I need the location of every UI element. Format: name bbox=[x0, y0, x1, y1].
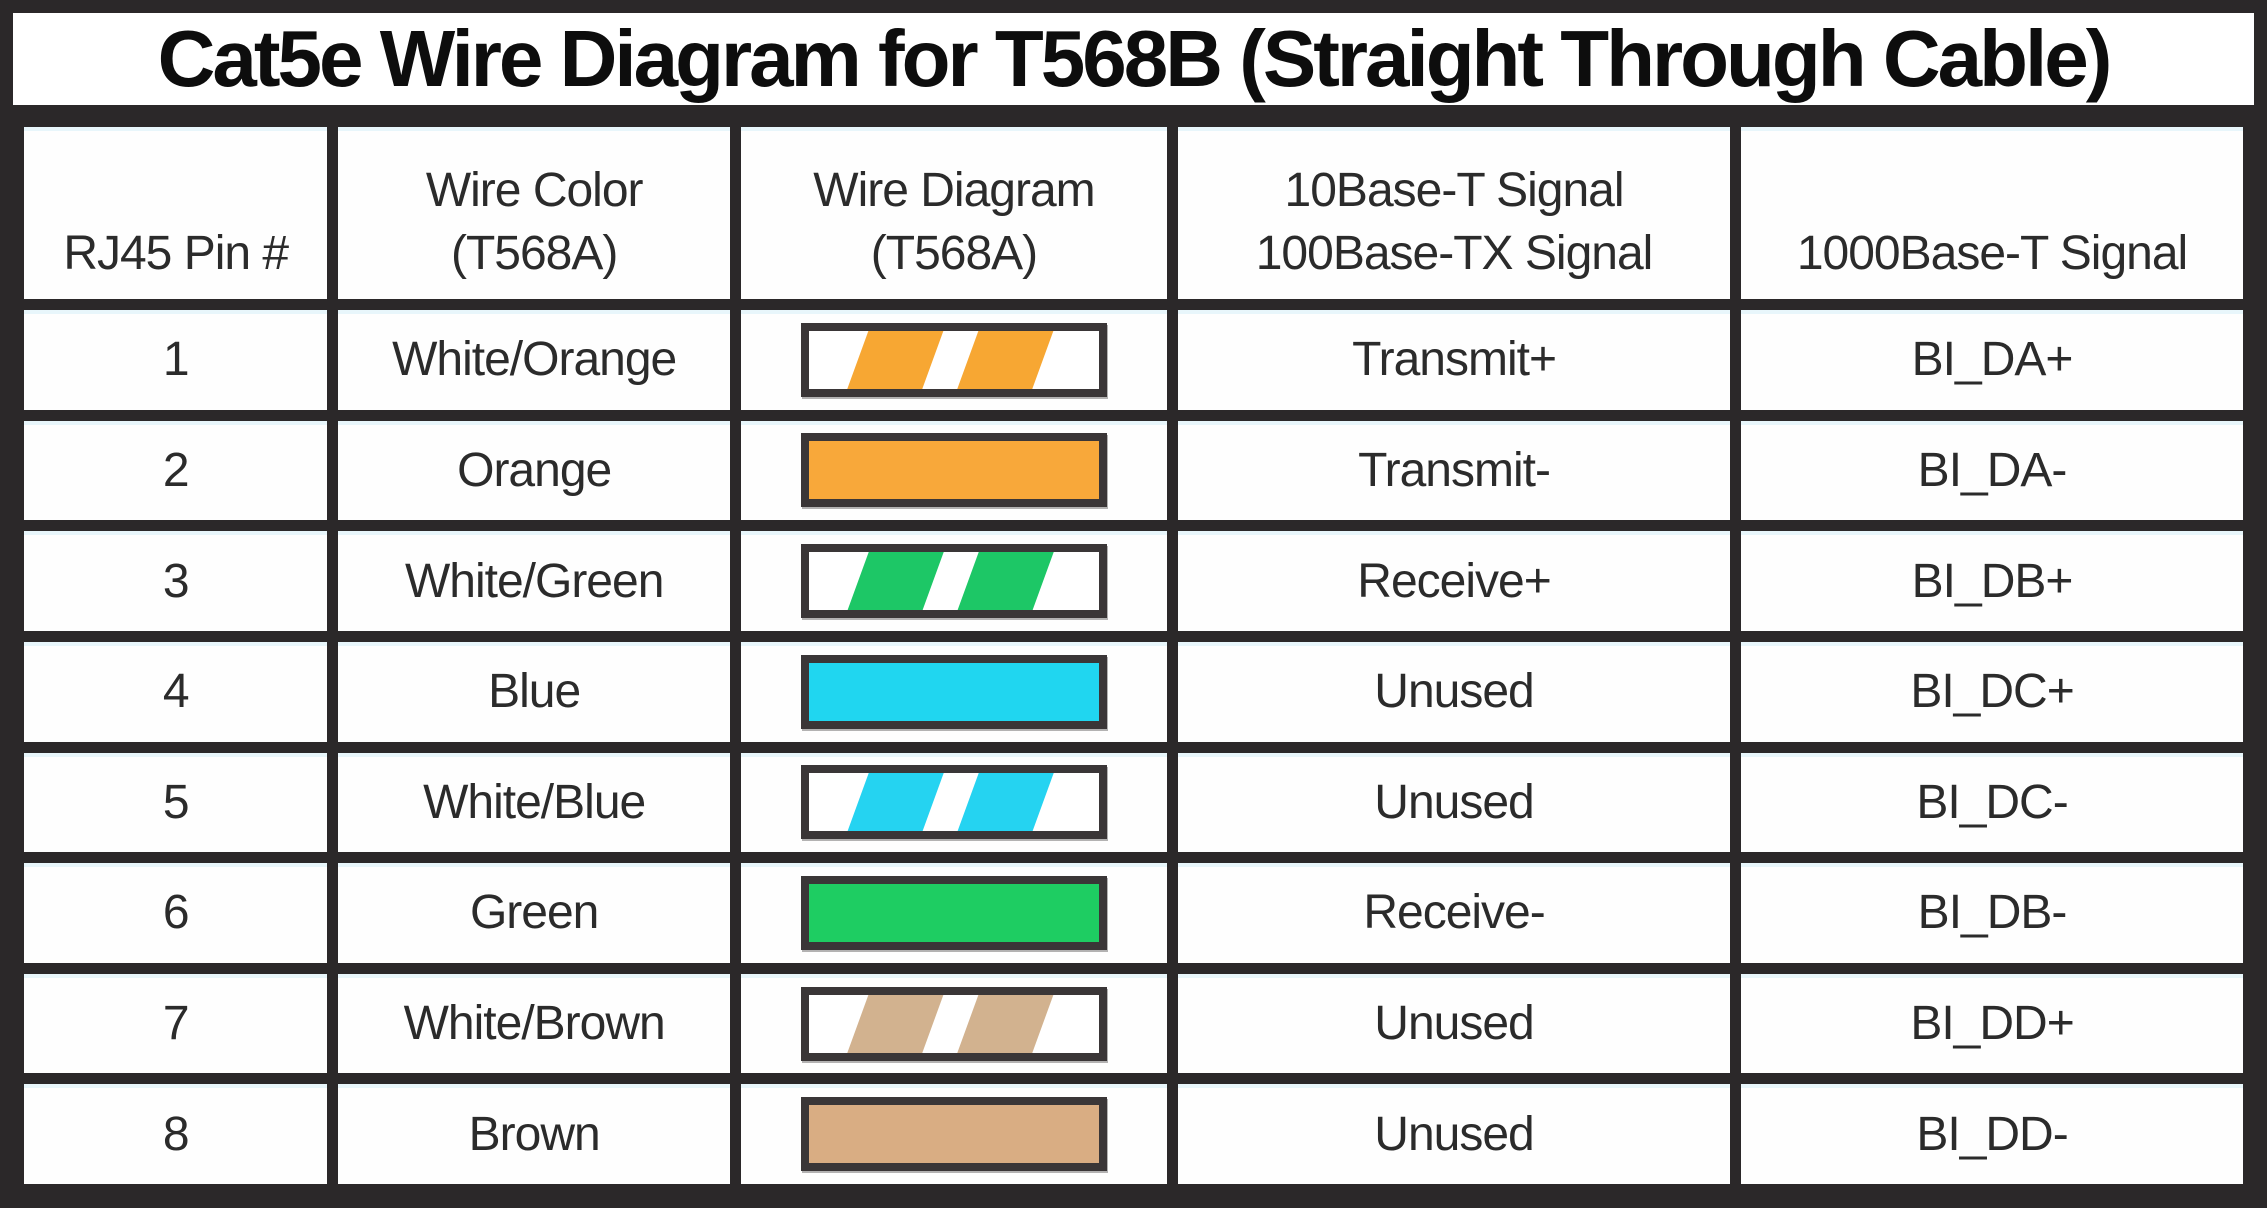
wire-swatch-solid bbox=[801, 1097, 1107, 1172]
wire-stripe bbox=[956, 773, 1056, 832]
wire-swatch-solid bbox=[801, 433, 1107, 508]
wire-diagram-cell bbox=[729, 741, 1179, 864]
pin-number-cell: 6 bbox=[12, 852, 339, 974]
wire-color-name-cell: White/Blue bbox=[327, 741, 741, 864]
wiring-table: RJ45 Pin # Wire Color (T568A) Wire Diagram (… bbox=[12, 116, 2254, 1195]
signal-1000-cell: BI_DD+ bbox=[1730, 962, 2254, 1085]
table-row: 2 Orange Transmit- BI_DA- bbox=[12, 409, 2254, 532]
column-header-line: (T568A) bbox=[870, 226, 1038, 280]
signal-1000-cell: BI_DA+ bbox=[1730, 299, 2254, 421]
wire-color-name-cell: White/Green bbox=[327, 520, 741, 642]
column-header-4: 10Base-T Signal 100Base-TX Signal bbox=[1166, 116, 1742, 310]
table-row: 8 Brown Unused BI_DD- bbox=[12, 1073, 2254, 1195]
wire-diagram-cell bbox=[729, 962, 1179, 1085]
wire-color-name-cell: Brown bbox=[327, 1073, 741, 1195]
wire-stripe bbox=[846, 330, 946, 389]
column-header-3: Wire Diagram (T568A) bbox=[729, 116, 1179, 310]
column-header-line: 10Base-T Signal bbox=[1284, 164, 1625, 218]
wire-stripe bbox=[846, 552, 946, 611]
wire-swatch-striped bbox=[801, 544, 1107, 619]
wire-color-name-cell: White/Brown bbox=[327, 962, 741, 1085]
wire-stripe bbox=[956, 552, 1056, 611]
column-header-line: (T568A) bbox=[450, 226, 618, 280]
wire-swatch-solid bbox=[801, 654, 1107, 729]
table-row: 6 Green Receive- BI_DB- bbox=[12, 852, 2254, 974]
table-row: 1 White/Orange Transmit+ BI_DA+ bbox=[12, 299, 2254, 421]
signal-1000-cell: BI_DA- bbox=[1730, 409, 2254, 532]
column-header-5: 1000Base-T Signal bbox=[1730, 116, 2254, 310]
wire-swatch-striped bbox=[801, 765, 1107, 840]
column-header-2: Wire Color (T568A) bbox=[327, 116, 741, 310]
wire-diagram-cell bbox=[729, 1073, 1179, 1195]
pin-number-cell: 2 bbox=[12, 409, 339, 532]
column-header-line: 1000Base-T Signal bbox=[1796, 226, 2188, 280]
table-row: 5 White/Blue Unused BI_DC- bbox=[12, 741, 2254, 864]
pin-number-cell: 4 bbox=[12, 630, 339, 753]
column-header-1: RJ45 Pin # bbox=[12, 116, 339, 310]
header-row: RJ45 Pin # Wire Color (T568A) Wire Diagram (… bbox=[12, 116, 2254, 310]
table-row: 4 Blue Unused BI_DC+ bbox=[12, 630, 2254, 753]
wire-diagram-cell bbox=[729, 520, 1179, 642]
column-header-line: Wire Diagram bbox=[813, 164, 1095, 218]
pin-number-cell: 7 bbox=[12, 962, 339, 1085]
wire-diagram-cell bbox=[729, 852, 1179, 974]
wire-color-name-cell: Orange bbox=[327, 409, 741, 532]
column-header-line: Wire Color bbox=[425, 164, 644, 218]
signal-1000-cell: BI_DB+ bbox=[1730, 520, 2254, 642]
signal-10-100-cell: Transmit- bbox=[1166, 409, 1742, 532]
wire-stripe bbox=[956, 330, 1056, 389]
wire-stripe bbox=[846, 994, 946, 1053]
signal-1000-cell: BI_DC+ bbox=[1730, 630, 2254, 753]
pin-number-cell: 3 bbox=[12, 520, 339, 642]
pin-number-cell: 5 bbox=[12, 741, 339, 864]
wire-stripe bbox=[956, 994, 1056, 1053]
signal-1000-cell: BI_DB- bbox=[1730, 852, 2254, 974]
signal-1000-cell: BI_DC- bbox=[1730, 741, 2254, 864]
signal-10-100-cell: Unused bbox=[1166, 741, 1742, 864]
pin-number-cell: 1 bbox=[12, 299, 339, 421]
page-title: Cat5e Wire Diagram for T568B (Straight T… bbox=[13, 13, 2254, 116]
signal-10-100-cell: Unused bbox=[1166, 1073, 1742, 1195]
table-row: 7 White/Brown Unused BI_DD+ bbox=[12, 962, 2254, 1085]
wire-color-name-cell: Blue bbox=[327, 630, 741, 753]
column-header-line: 100Base-TX Signal bbox=[1255, 226, 1654, 280]
wire-stripe bbox=[846, 773, 946, 832]
column-header-line: RJ45 Pin # bbox=[63, 226, 289, 280]
signal-10-100-cell: Transmit+ bbox=[1166, 299, 1742, 421]
signal-10-100-cell: Receive+ bbox=[1166, 520, 1742, 642]
signal-10-100-cell: Unused bbox=[1166, 630, 1742, 753]
table-row: 3 White/Green Receive+ BI_DB+ bbox=[12, 520, 2254, 642]
wire-diagram-cell bbox=[729, 409, 1179, 532]
wire-color-name-cell: White/Orange bbox=[327, 299, 741, 421]
wire-color-name-cell: Green bbox=[327, 852, 741, 974]
wire-diagram-cell bbox=[729, 630, 1179, 753]
signal-10-100-cell: Receive- bbox=[1166, 852, 1742, 974]
pin-number-cell: 8 bbox=[12, 1073, 339, 1195]
wire-diagram-cell bbox=[729, 299, 1179, 421]
signal-10-100-cell: Unused bbox=[1166, 962, 1742, 1085]
signal-1000-cell: BI_DD- bbox=[1730, 1073, 2254, 1195]
wire-swatch-striped bbox=[801, 322, 1107, 397]
wire-swatch-striped bbox=[801, 986, 1107, 1061]
wire-swatch-solid bbox=[801, 875, 1107, 950]
